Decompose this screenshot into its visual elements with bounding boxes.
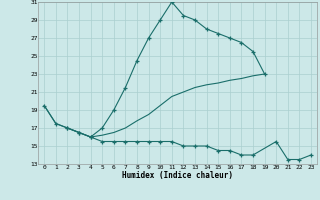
X-axis label: Humidex (Indice chaleur): Humidex (Indice chaleur) <box>122 171 233 180</box>
